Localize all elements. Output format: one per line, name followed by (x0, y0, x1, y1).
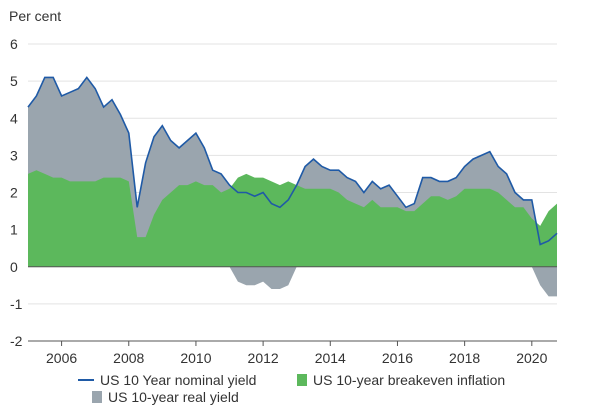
y-tick-1: 1 (10, 222, 18, 238)
y-tick-labels: 6 5 4 3 2 1 0 -1 -2 (10, 36, 23, 349)
y-tick-4: 4 (10, 110, 18, 126)
legend-label-nominal: US 10 Year nominal yield (100, 372, 257, 388)
legend-swatch-real (92, 391, 102, 403)
x-tick-2020: 2020 (516, 350, 547, 366)
y-tick-6: 6 (10, 36, 18, 52)
legend-item-real: US 10-year real yield (92, 389, 239, 405)
x-tick-2012: 2012 (248, 350, 279, 366)
legend-item-breakeven: US 10-year breakeven inflation (297, 372, 505, 388)
x-tick-labels: 2006 2008 2010 2012 2014 2016 2018 2020 (28, 340, 557, 366)
line-layer (27, 76, 558, 246)
line-nominal-yield (27, 76, 558, 246)
y-axis-title: Per cent (9, 8, 61, 24)
y-tick--2: -2 (10, 333, 23, 349)
x-tick-2006: 2006 (46, 350, 77, 366)
area-real-yield-negative (28, 266, 557, 297)
legend-swatch-nominal (78, 379, 94, 381)
legend-label-breakeven: US 10-year breakeven inflation (313, 372, 506, 388)
x-tick-2016: 2016 (382, 350, 413, 366)
area-breakeven (28, 170, 557, 267)
y-tick-3: 3 (10, 147, 18, 163)
y-tick--1: -1 (10, 296, 23, 312)
area-layer (28, 77, 557, 297)
legend-label-real: US 10-year real yield (108, 389, 239, 405)
legend: US 10 Year nominal yield US 10-year brea… (0, 368, 600, 413)
y-tick-2: 2 (10, 185, 18, 201)
legend-item-nominal: US 10 Year nominal yield (78, 372, 256, 388)
x-tick-2008: 2008 (113, 350, 144, 366)
x-tick-2018: 2018 (449, 350, 480, 366)
x-tick-2014: 2014 (315, 350, 346, 366)
y-tick-0: 0 (10, 259, 18, 275)
legend-swatch-breakeven (297, 374, 307, 386)
y-tick-5: 5 (10, 73, 18, 89)
x-tick-2010: 2010 (180, 350, 211, 366)
